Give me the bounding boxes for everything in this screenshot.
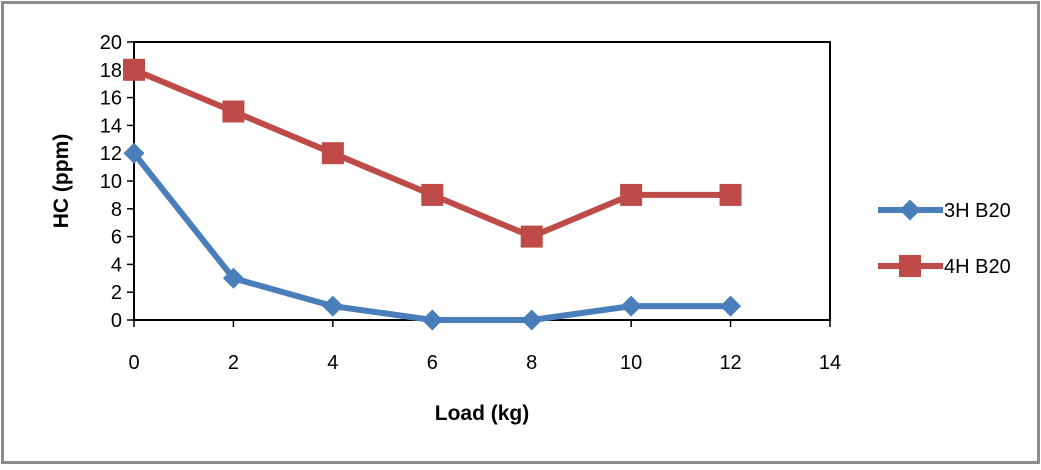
data-point: [321, 142, 344, 165]
x-tick-label: 10: [620, 352, 642, 374]
x-tick-label: 8: [526, 352, 537, 374]
y-tick-label: 20: [100, 32, 122, 54]
x-tick-label: 0: [128, 352, 139, 374]
legend-label: 4H B20: [944, 256, 1011, 278]
legend-item: 3H B20: [878, 199, 1011, 222]
series-1: [123, 142, 742, 331]
legend-marker: [899, 199, 921, 221]
y-axis-title: HC (ppm): [50, 134, 73, 228]
y-tick-label: 12: [100, 143, 122, 165]
data-point: [222, 267, 244, 289]
y-tick-label: 10: [100, 171, 122, 193]
x-tick-label: 2: [228, 352, 239, 374]
y-tick-label: 16: [100, 88, 122, 110]
data-point: [620, 183, 643, 206]
y-axis-ticks: 0 2 4 6 8 10 12 14 16 18 20: [100, 32, 134, 332]
data-point: [421, 183, 444, 206]
x-tick-label: 12: [719, 352, 741, 374]
data-point: [720, 295, 742, 317]
data-point: [123, 142, 145, 164]
y-tick-label: 8: [111, 199, 122, 221]
y-tick-label: 18: [100, 60, 122, 82]
legend-marker: [899, 255, 921, 277]
x-tick-label: 6: [427, 352, 438, 374]
x-tick-label: 14: [819, 352, 841, 374]
legend: 3H B20 4H B20: [878, 199, 1011, 278]
legend-label: 3H B20: [944, 200, 1011, 222]
y-tick-label: 14: [100, 115, 122, 137]
data-point: [521, 309, 543, 331]
y-tick-label: 6: [111, 227, 122, 249]
data-point: [222, 100, 245, 123]
data-point: [520, 225, 543, 248]
y-tick-label: 4: [111, 254, 122, 276]
data-point: [322, 295, 344, 317]
series-layer: [123, 58, 742, 331]
data-point: [620, 295, 642, 317]
y-tick-label: 2: [111, 282, 122, 304]
x-axis-ticks: 0 2 4 6 8 10 12 14: [128, 320, 841, 374]
data-point: [421, 309, 443, 331]
legend-item: 4H B20: [878, 255, 1011, 278]
x-axis-title: Load (kg): [435, 402, 530, 425]
series-2: [123, 58, 742, 248]
x-tick-label: 4: [327, 352, 338, 374]
y-tick-label: 0: [111, 310, 122, 332]
data-point: [719, 183, 742, 206]
data-point: [123, 58, 145, 81]
